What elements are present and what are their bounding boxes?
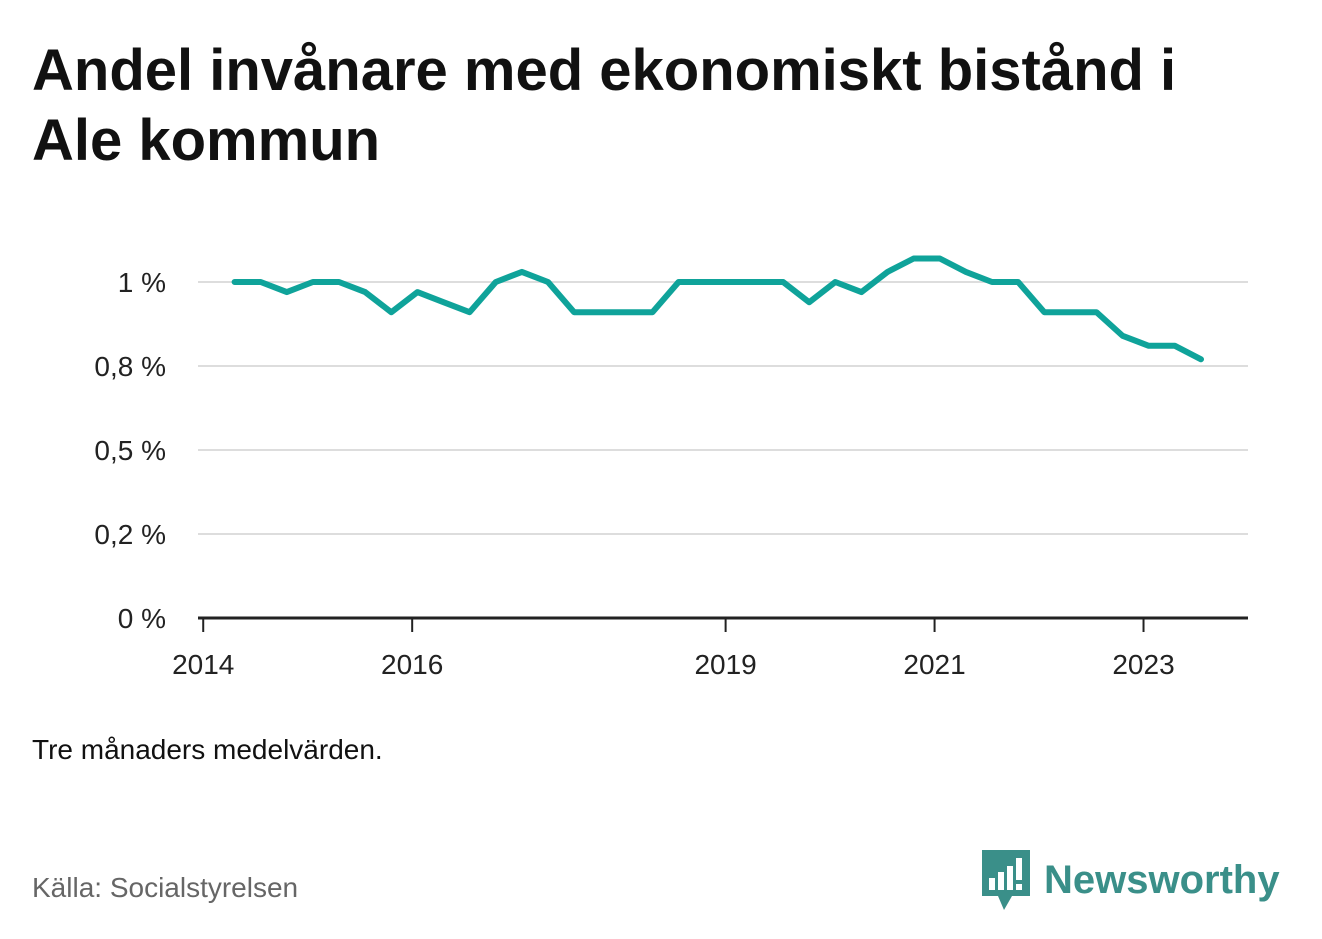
y-axis-labels: 0 % 0,2 % 0,5 % 0,8 % 1 %: [94, 267, 166, 634]
x-tick-label: 2023: [1112, 649, 1174, 680]
y-tick-label: 1 %: [118, 267, 166, 298]
x-tick-label: 2016: [381, 649, 443, 680]
newsworthy-logo-icon: [982, 850, 1030, 910]
x-tick-label: 2014: [172, 649, 234, 680]
grid-lines: [198, 281, 1248, 535]
y-tick-label: 0,8 %: [94, 351, 166, 382]
y-tick-label: 0,2 %: [94, 519, 166, 550]
brand-name: Newsworthy: [1044, 857, 1280, 902]
y-tick-label: 0 %: [118, 603, 166, 634]
x-tick-label: 2019: [694, 649, 756, 680]
x-axis: [198, 616, 1248, 632]
chart-note: Tre månaders medelvärden.: [32, 734, 383, 765]
x-tick-label: 2021: [903, 649, 965, 680]
newsworthy-logo[interactable]: Newsworthy: [980, 848, 1280, 912]
x-axis-labels: 2014 2016 2019 2021 2023: [172, 649, 1175, 680]
source-text: Källa: Socialstyrelsen: [32, 872, 299, 903]
chart-title: Andel invånare med ekonomiskt bistånd i …: [32, 38, 1177, 173]
series-line: [231, 255, 1204, 363]
y-tick-label: 0,5 %: [94, 435, 166, 466]
series-layer: [231, 255, 1204, 363]
